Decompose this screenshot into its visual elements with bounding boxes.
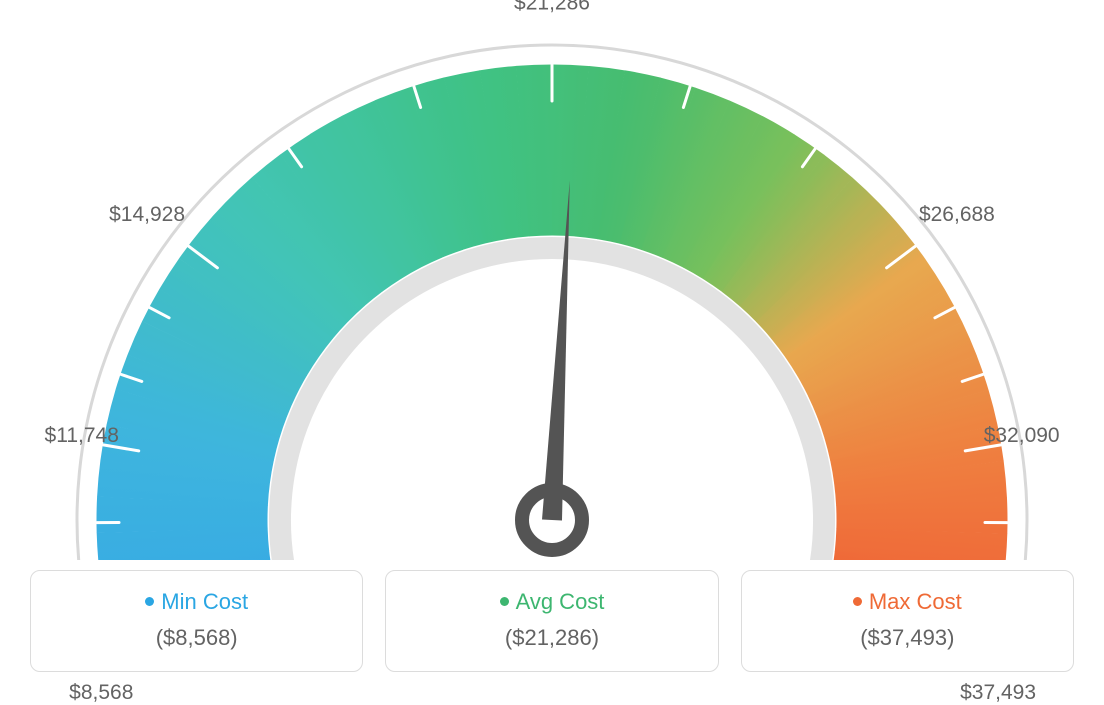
min-cost-value: ($8,568) [31, 625, 362, 651]
max-cost-title: Max Cost [742, 589, 1073, 615]
gauge-scale-label: $32,090 [984, 424, 1060, 448]
gauge-scale-label: $21,286 [514, 0, 590, 15]
min-cost-card: Min Cost ($8,568) [30, 570, 363, 672]
min-cost-title-text: Min Cost [161, 589, 248, 614]
dot-icon [500, 597, 509, 606]
max-cost-title-text: Max Cost [869, 589, 962, 614]
avg-cost-value: ($21,286) [386, 625, 717, 651]
dot-icon [853, 597, 862, 606]
max-cost-card: Max Cost ($37,493) [741, 570, 1074, 672]
gauge-chart-container: $8,568$11,748$14,928$21,286$26,688$32,09… [0, 0, 1104, 690]
gauge-scale-label: $8,568 [69, 681, 133, 705]
gauge-scale-label: $14,928 [109, 203, 185, 227]
avg-cost-title-text: Avg Cost [516, 589, 605, 614]
gauge-scale-label: $11,748 [45, 424, 119, 448]
avg-cost-title: Avg Cost [386, 589, 717, 615]
max-cost-value: ($37,493) [742, 625, 1073, 651]
gauge-scale-label: $26,688 [919, 203, 995, 227]
min-cost-title: Min Cost [31, 589, 362, 615]
summary-cards: Min Cost ($8,568) Avg Cost ($21,286) Max… [30, 570, 1074, 672]
gauge-scale-label: $37,493 [960, 681, 1036, 705]
gauge-svg [0, 0, 1104, 560]
avg-cost-card: Avg Cost ($21,286) [385, 570, 718, 672]
gauge-area: $8,568$11,748$14,928$21,286$26,688$32,09… [0, 0, 1104, 550]
dot-icon [145, 597, 154, 606]
